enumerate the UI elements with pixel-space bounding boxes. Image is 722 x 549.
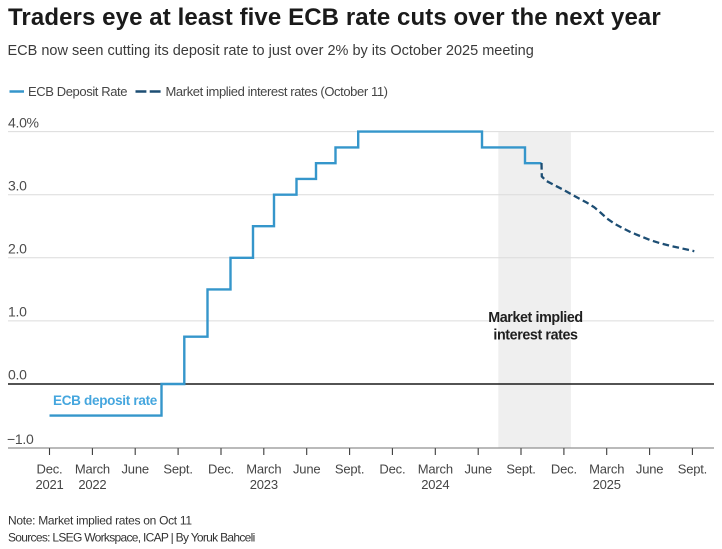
svg-text:4.0%: 4.0% — [8, 114, 39, 130]
svg-text:Dec.: Dec. — [208, 462, 234, 477]
svg-text:Dec.: Dec. — [379, 462, 405, 477]
svg-text:1.0: 1.0 — [8, 304, 27, 320]
svg-text:Sept.: Sept. — [506, 462, 535, 477]
svg-text:ECB Deposit Rate: ECB Deposit Rate — [28, 84, 127, 99]
svg-text:2024: 2024 — [421, 477, 449, 492]
svg-text:March: March — [589, 462, 624, 477]
svg-text:−1.0: −1.0 — [7, 431, 34, 447]
svg-text:March: March — [418, 462, 453, 477]
svg-text:2023: 2023 — [250, 477, 278, 492]
svg-text:ECB now seen cutting its depos: ECB now seen cutting its deposit rate to… — [8, 43, 534, 59]
svg-text:interest rates: interest rates — [493, 328, 578, 344]
svg-text:Market implied: Market implied — [488, 310, 583, 326]
svg-text:3.0: 3.0 — [8, 177, 27, 193]
svg-text:Dec.: Dec. — [551, 462, 577, 477]
svg-text:Sources: LSEG Workspace, ICAP: Sources: LSEG Workspace, ICAP | By Yoruk… — [8, 531, 255, 545]
svg-text:ECB deposit rate: ECB deposit rate — [53, 393, 158, 408]
svg-text:June: June — [293, 462, 320, 477]
svg-text:Market implied interest rates: Market implied interest rates (October 1… — [166, 84, 388, 99]
svg-text:0.0: 0.0 — [8, 367, 27, 383]
svg-text:2022: 2022 — [78, 477, 106, 492]
svg-text:June: June — [122, 462, 149, 477]
svg-text:Sept.: Sept. — [335, 462, 364, 477]
svg-text:June: June — [465, 462, 492, 477]
svg-text:Sept.: Sept. — [678, 462, 707, 477]
svg-text:June: June — [636, 462, 663, 477]
svg-text:2.0: 2.0 — [8, 241, 27, 257]
svg-text:2025: 2025 — [593, 477, 621, 492]
svg-text:Dec.: Dec. — [37, 462, 63, 477]
svg-text:2021: 2021 — [35, 477, 63, 492]
svg-text:Traders eye at least five ECB: Traders eye at least five ECB rate cuts … — [8, 4, 661, 31]
svg-text:March: March — [246, 462, 281, 477]
svg-text:Sept.: Sept. — [163, 462, 192, 477]
svg-text:March: March — [75, 462, 110, 477]
svg-text:Note: Market implied rates on: Note: Market implied rates on Oct 11 — [8, 514, 192, 528]
